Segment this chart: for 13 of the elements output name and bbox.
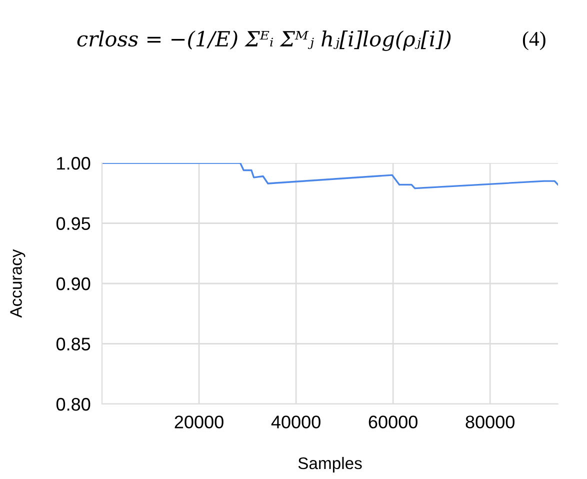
y-tick-label: 1.00 [57,156,90,170]
y-tick-label: 0.80 [56,398,90,411]
y-tick-label: 0.85 [56,338,90,350]
y-tick-label: 0.95 [56,217,90,230]
x-tick-label: 20000 [174,416,224,428]
x-axis-title: Samples [298,456,362,472]
x-tick-label: 40000 [271,416,320,428]
x-tick-label: 80000 [466,416,514,428]
y-tick-label: 0.90 [56,277,90,290]
x-tick-label: 60000 [368,416,418,428]
text: (4) [522,31,546,50]
text: crloss = −(1/E) Σᴱᵢ Σᴹⱼ hⱼ[i]log(ρⱼ[i]) [77,30,451,51]
y-axis-title: Accuracy [10,249,26,318]
